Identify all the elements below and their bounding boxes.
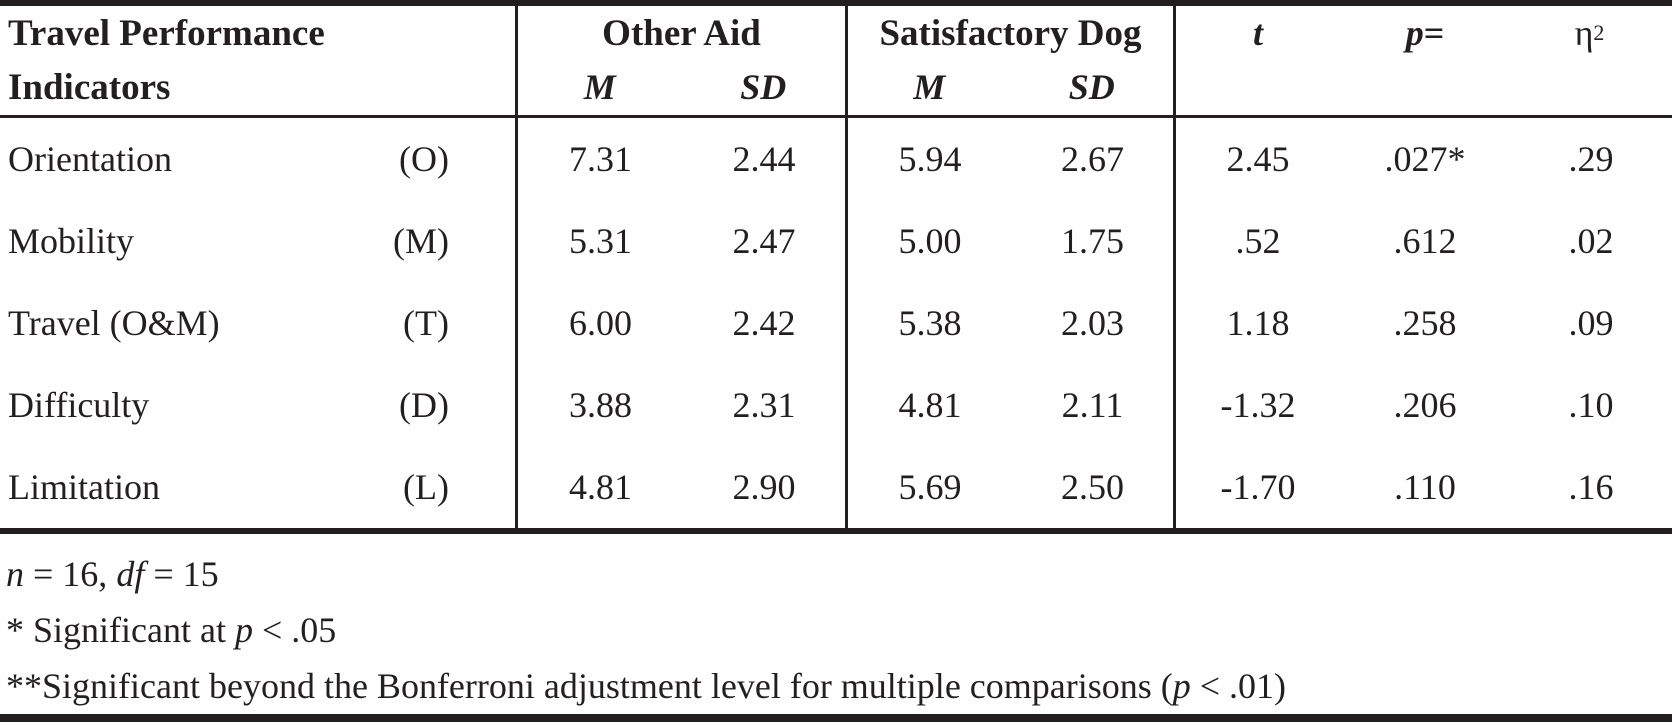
page-bottom-rule xyxy=(0,714,1672,722)
cell-difficulty-satdog-sd: 2.11 xyxy=(1012,364,1176,446)
cell-travel-eta: .09 xyxy=(1568,303,1614,343)
table-row-orientation-label: Orientation (O) xyxy=(0,118,518,200)
row-code: (D) xyxy=(399,385,449,425)
cell-orientation-satdog-m: 5.94 xyxy=(898,139,962,179)
table-header: Travel Performance Indicators Other Aid … xyxy=(0,6,1672,118)
cell-limitation-otheraid-sd: 2.90 xyxy=(683,446,848,528)
header-travel-performance-indicators: Travel Performance Indicators xyxy=(0,6,518,115)
cell-difficulty-satdog-m: 4.81 xyxy=(898,385,962,425)
cell-limitation-otheraid-m: 4.81 xyxy=(569,467,632,507)
cell-travel-otheraid-m: 6.00 xyxy=(569,303,632,343)
header-col1-line1: Travel Performance xyxy=(8,12,325,54)
table-row-difficulty-label: Difficulty (D) xyxy=(0,364,518,446)
row-code: (M) xyxy=(393,221,449,261)
cell-mobility-satdog-sd: 1.75 xyxy=(1012,200,1176,282)
header-other-aid-mean: M xyxy=(583,67,616,107)
table-row-limitation-label: Limitation (L) xyxy=(0,446,518,528)
cell-travel-otheraid-sd: 2.42 xyxy=(683,282,848,364)
row-code: (L) xyxy=(403,467,449,507)
cell-limitation-p: .110 xyxy=(1394,467,1456,507)
table-top-rule xyxy=(0,0,1672,6)
cell-limitation-eta: .16 xyxy=(1568,467,1614,507)
row-name: Travel (O&M) xyxy=(8,303,220,343)
sig1-pre-text: * Significant at xyxy=(6,610,235,650)
cell-limitation-t: -1.70 xyxy=(1220,467,1296,507)
cell-mobility-otheraid-m: 5.31 xyxy=(569,221,632,261)
n-symbol: n xyxy=(6,554,24,594)
header-t-label: t xyxy=(1252,13,1263,53)
cell-travel-satdog-m: 5.38 xyxy=(898,303,962,343)
cell-mobility-satdog-m: 5.00 xyxy=(898,221,962,261)
footnote-significance-05: * Significant at p < .05 xyxy=(6,602,1672,658)
row-code: (O) xyxy=(399,139,449,179)
footnote-bonferroni: **Significant beyond the Bonferroni adju… xyxy=(6,658,1672,714)
header-satisfactory-dog-mean: M xyxy=(913,67,946,107)
cell-travel-t: 1.18 xyxy=(1226,303,1290,343)
cell-limitation-satdog-m: 5.69 xyxy=(898,467,962,507)
header-p-label: p = xyxy=(1340,6,1510,60)
cell-orientation-eta: .29 xyxy=(1568,139,1614,179)
row-name: Mobility xyxy=(8,221,135,261)
footnote-sample-size: n = 16, df = 15 xyxy=(6,546,1672,602)
cell-travel-satdog-sd: 2.03 xyxy=(1012,282,1176,364)
header-group-satisfactory-dog: Satisfactory Dog M SD xyxy=(848,6,1176,115)
table-footnotes: n = 16, df = 15 * Significant at p < .05… xyxy=(0,534,1672,714)
table-row-mobility-label: Mobility (M) xyxy=(0,200,518,282)
header-other-aid-sd: SD xyxy=(740,67,787,107)
cell-mobility-eta: .02 xyxy=(1568,221,1614,261)
table-row-travel-label: Travel (O&M) (T) xyxy=(0,282,518,364)
header-p-italic: p xyxy=(1405,13,1424,53)
row-name: Orientation xyxy=(8,139,172,179)
header-satisfactory-dog-label: Satisfactory Dog xyxy=(879,12,1142,54)
cell-mobility-p: .612 xyxy=(1393,221,1457,261)
cell-orientation-p: .027* xyxy=(1384,139,1466,179)
cell-difficulty-eta: .10 xyxy=(1568,385,1614,425)
cell-orientation-otheraid-sd: 2.44 xyxy=(683,118,848,200)
cell-orientation-t: 2.45 xyxy=(1226,139,1290,179)
p-symbol: p xyxy=(234,610,253,650)
row-code: (T) xyxy=(403,303,449,343)
header-satisfactory-dog-sd: SD xyxy=(1068,67,1115,107)
header-statistics-empty-line xyxy=(1176,60,1672,114)
sample-mid-text: = 16, xyxy=(24,554,117,594)
cell-difficulty-p: .206 xyxy=(1393,385,1457,425)
sig1-post-text: < .05 xyxy=(252,610,337,650)
cell-limitation-satdog-sd: 2.50 xyxy=(1012,446,1176,528)
header-group-other-aid: Other Aid M SD xyxy=(518,6,848,115)
sig2-pre-text: **Significant beyond the Bonferroni adju… xyxy=(6,666,1173,706)
header-satisfactory-dog-subcolumns: M SD xyxy=(848,60,1173,114)
sample-end-text: = 15 xyxy=(144,554,219,594)
row-name: Limitation xyxy=(8,467,160,507)
df-symbol: df xyxy=(116,554,145,594)
cell-travel-p: .258 xyxy=(1393,303,1457,343)
p-symbol: p xyxy=(1172,666,1191,706)
cell-mobility-otheraid-sd: 2.47 xyxy=(683,200,848,282)
table-bottom-rule xyxy=(0,528,1672,534)
cell-orientation-otheraid-m: 7.31 xyxy=(569,139,632,179)
header-col1-line2: Indicators xyxy=(8,66,171,108)
cell-difficulty-otheraid-m: 3.88 xyxy=(569,385,632,425)
header-other-aid-label: Other Aid xyxy=(602,12,761,54)
cell-orientation-satdog-sd: 2.67 xyxy=(1012,118,1176,200)
row-name: Difficulty xyxy=(8,385,150,425)
cell-mobility-t: .52 xyxy=(1235,221,1281,261)
table-body: Orientation (O) 7.31 2.44 5.94 2.67 2.45 … xyxy=(0,118,1672,528)
eta-symbol: η xyxy=(1574,13,1594,53)
cell-difficulty-otheraid-sd: 2.31 xyxy=(683,364,848,446)
header-p-equals: = xyxy=(1423,13,1445,53)
sig2-post-text: < .01) xyxy=(1190,666,1287,706)
header-other-aid-subcolumns: M SD xyxy=(518,60,845,114)
cell-difficulty-t: -1.32 xyxy=(1220,385,1296,425)
